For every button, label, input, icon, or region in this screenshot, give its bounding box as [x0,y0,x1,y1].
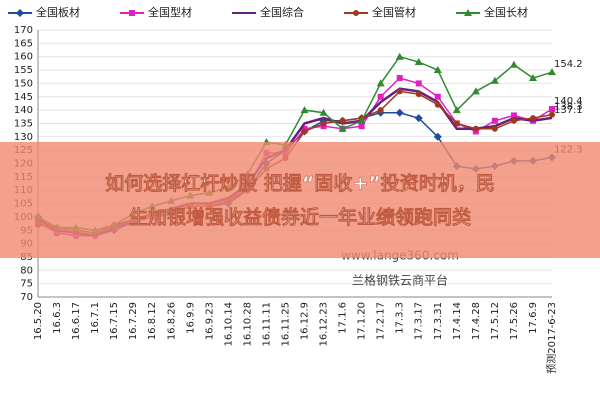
y-tick-label: 145 [14,92,33,103]
marker [510,112,517,119]
marker [548,68,556,76]
marker [529,115,536,122]
x-tick-label: 16.8.26 [166,302,177,340]
legend-label: 全国板材 [36,5,80,19]
legend-label: 全国综合 [260,5,304,19]
marker [549,106,555,113]
x-tick-label: 17.5.12 [490,302,501,340]
x-tick-label: 17.3.17 [414,302,425,340]
overlay-headline: 如何选择杠杆炒股 把握“固收+”投资时机，民 [105,172,495,195]
marker [434,93,441,100]
x-tick-label: 16.10.28 [242,302,253,347]
x-tick-label: 16.10.14 [223,302,234,347]
x-tick-label: 17.4.28 [471,302,482,340]
marker [414,114,423,123]
x-tick-label: 17.3.3 [395,302,406,334]
marker [377,93,384,100]
marker [415,80,422,87]
data-label: 140.4 [554,96,583,107]
marker [549,111,555,118]
marker [396,75,403,82]
marker [377,107,384,114]
x-tick-label: 16.7.15 [109,302,120,340]
marker [491,117,498,124]
y-tick-label: 70 [20,292,33,303]
x-tick-label: 16.8.12 [147,302,158,340]
x-tick-label: 16.6.17 [71,302,82,340]
y-tick-label: 75 [20,279,33,290]
marker [453,120,460,127]
y-tick-label: 165 [14,38,33,49]
marker [434,101,441,108]
x-tick-label: 17.4.14 [452,302,463,340]
marker [357,116,366,124]
y-tick-label: 160 [14,52,33,63]
marker [510,117,517,124]
x-tick-label: 16.11.25 [280,302,291,347]
x-tick-label: 16.5.20 [33,302,44,340]
legend-label: 全国长材 [484,5,528,19]
marker [472,125,479,132]
marker [320,120,327,127]
marker [396,88,403,95]
marker [452,106,461,114]
y-tick-label: 150 [14,78,33,89]
marker [395,52,404,60]
y-tick-label: 140 [14,105,33,116]
y-tick-label: 170 [14,25,33,36]
marker [300,106,309,114]
x-tick-label: 16.12.23 [319,302,330,347]
x-tick-label: 17.6.9 [528,302,539,334]
marker [414,58,423,66]
x-tick-label: 17.3.31 [433,302,444,340]
x-tick-label: 16.9.9 [185,302,196,334]
marker [491,125,498,132]
marker [358,123,365,130]
y-tick-label: 130 [14,132,33,143]
marker [395,108,404,117]
x-tick-label: 16.6.3 [52,302,63,334]
x-tick-label: 17.1.6 [338,302,349,334]
marker [353,10,359,16]
x-tick-label: 16.9.23 [204,302,215,340]
y-tick-label: 80 [20,265,33,276]
marker [509,60,518,68]
marker [319,108,328,116]
overlay-banner [0,142,600,258]
data-label: 138.3 [554,102,583,113]
overlay-headline: 生加银增强收益债券近一年业绩领跑同类 [129,206,471,229]
marker [464,9,472,16]
marker [471,87,480,95]
y-tick-label: 135 [14,118,33,129]
marker [415,91,422,98]
marker [301,128,308,135]
watermark: 兰格钢铁云商平台 [352,273,448,288]
data-label: 137.1 [554,105,583,116]
x-tick-label: 17.2.17 [376,302,387,340]
legend-label: 全国管材 [372,5,416,19]
marker [433,66,442,74]
marker [16,9,24,17]
x-tick-label: 16.11.11 [261,302,272,347]
marker [433,132,442,141]
legend-label: 全国型材 [148,5,192,19]
x-tick-label: 17.1.20 [357,302,368,340]
marker [528,74,537,82]
marker [338,124,347,132]
x-tick-label: 16.7.29 [128,302,139,340]
x-tick-label: 预测2017-6-23 [545,302,558,374]
data-label: 154.2 [554,59,583,70]
marker [129,10,135,16]
x-tick-label: 16.12.9 [300,302,311,340]
x-tick-label: 17.5.26 [509,302,520,340]
marker [339,117,346,124]
x-tick-label: 16.7.1 [90,302,101,334]
marker [376,79,385,87]
y-tick-label: 155 [14,65,33,76]
marker [490,76,499,84]
